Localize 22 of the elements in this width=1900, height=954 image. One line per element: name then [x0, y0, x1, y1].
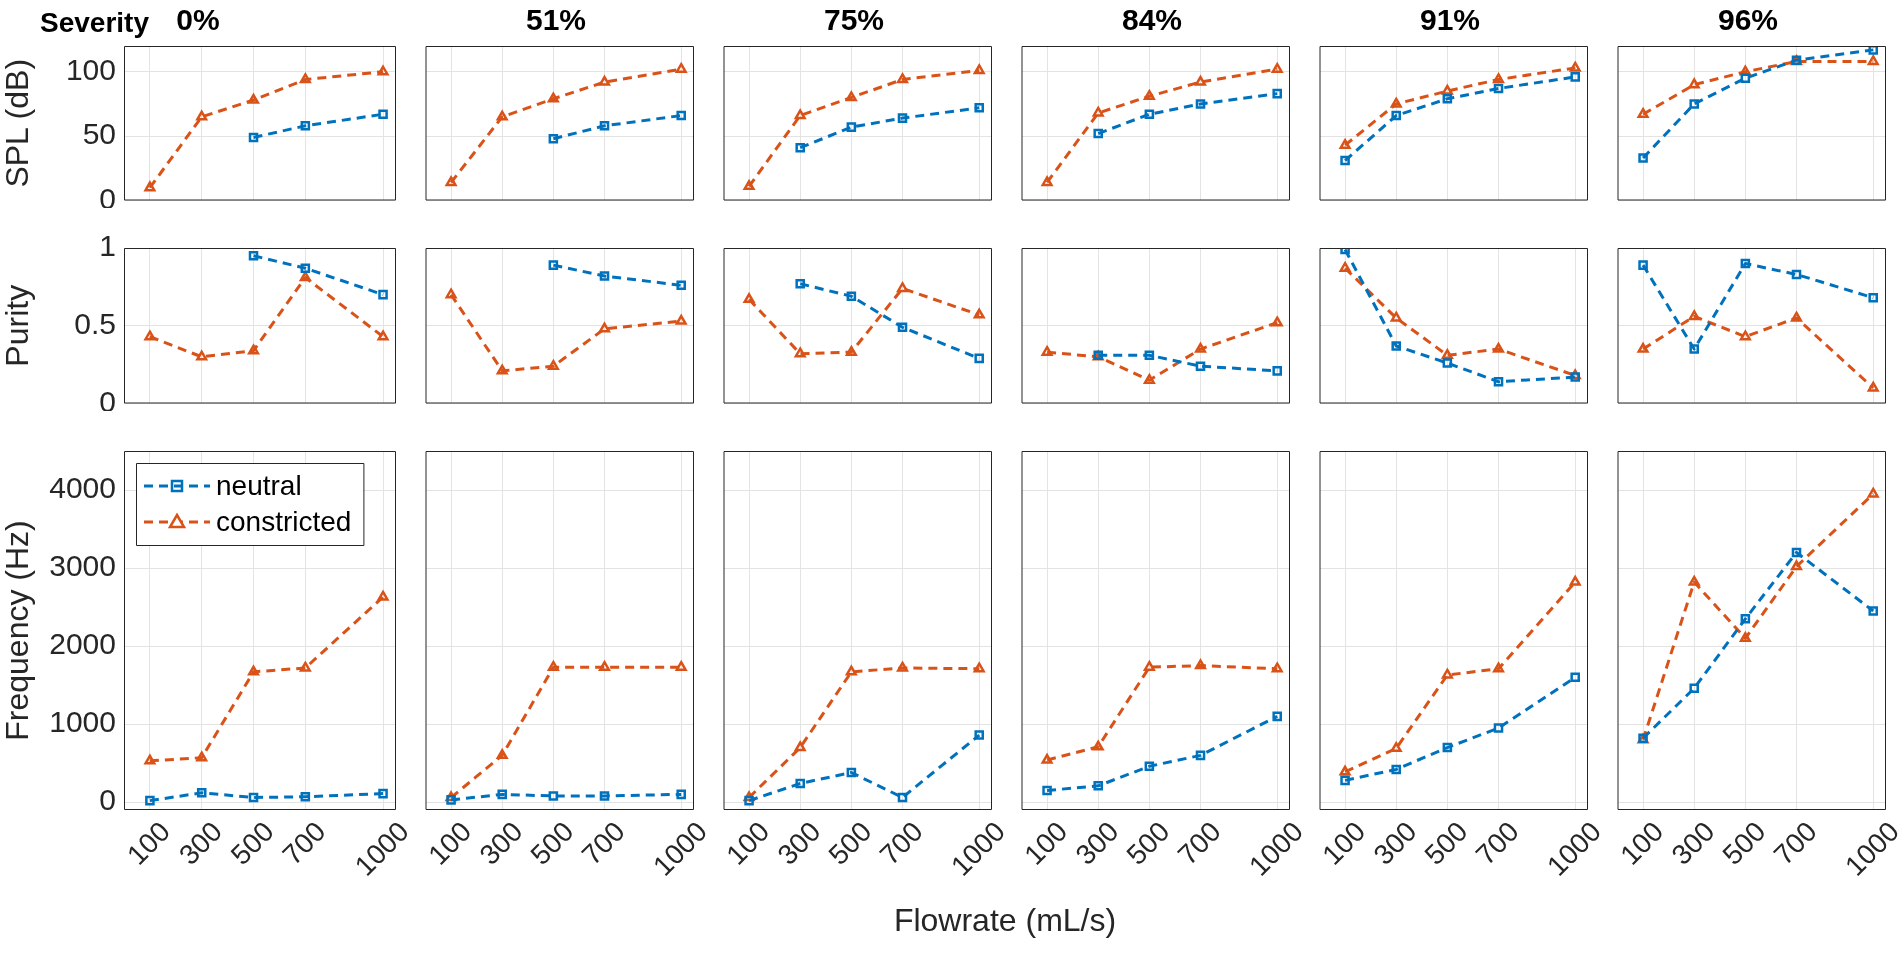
- legend-label: neutral: [216, 469, 302, 501]
- y-tick-label: 1: [99, 229, 116, 263]
- y-tick-label: 0.5: [74, 307, 116, 341]
- y-tick-label: 0: [99, 783, 116, 817]
- chart-title: 0%: [176, 3, 220, 37]
- y-tick-label: 4000: [49, 471, 116, 505]
- chart-title: 91%: [1419, 3, 1481, 37]
- y-tick-label: 2000: [49, 627, 116, 661]
- text: Severity: [40, 6, 150, 38]
- y-axis-title: Frequency (Hz): [0, 520, 36, 741]
- chart-title: 96%: [1717, 3, 1779, 37]
- chart-title: 84%: [1121, 3, 1183, 37]
- y-tick-label: 50: [82, 117, 116, 151]
- y-axis-title: Purity: [0, 284, 36, 367]
- legend-label: constricted: [216, 505, 352, 537]
- y-tick-label: 3000: [49, 549, 116, 583]
- chart-title: 75%: [823, 3, 885, 37]
- y-tick-label: 100: [65, 53, 116, 87]
- y-axis-title: SPL (dB): [0, 58, 36, 188]
- x-axis-title: Flowrate (mL/s): [892, 902, 1118, 939]
- chart-title: 51%: [525, 3, 587, 37]
- y-tick-label: 1000: [49, 705, 116, 739]
